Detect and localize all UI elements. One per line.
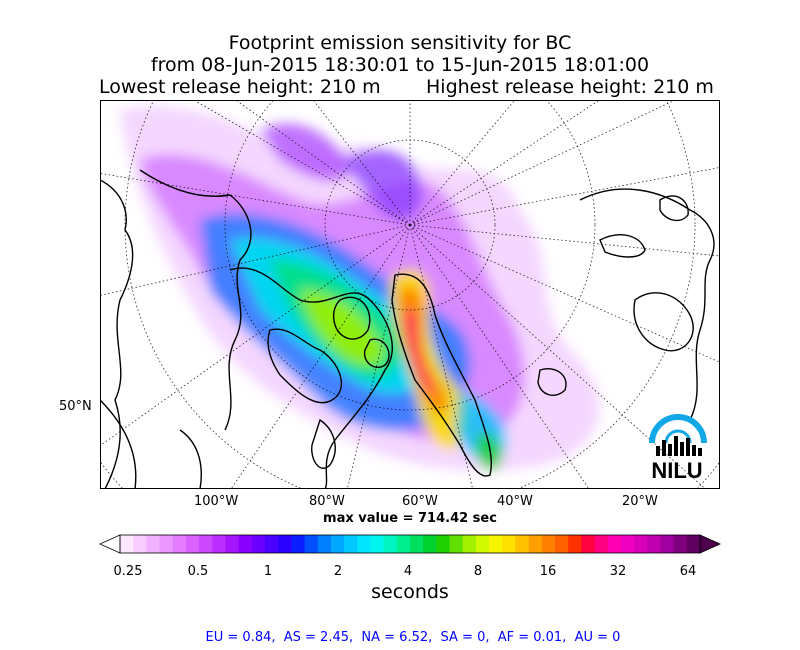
colorbar-cell bbox=[357, 535, 371, 553]
colorbar-cell bbox=[120, 535, 134, 553]
colorbar-tick-label: 0.5 bbox=[187, 564, 209, 579]
colorbar-tick-label: 0.25 bbox=[113, 564, 143, 579]
colorbar-frame bbox=[119, 534, 701, 554]
lat-label-50n: 50°N bbox=[59, 399, 92, 414]
colorbar-cell bbox=[238, 535, 253, 553]
coastlines bbox=[100, 169, 715, 489]
colorbar-cell bbox=[489, 535, 503, 553]
nilu-logo-text: NILU bbox=[651, 458, 702, 483]
colorbar-cell bbox=[634, 535, 648, 553]
colorbar-cell bbox=[541, 535, 556, 553]
colorbar-cell bbox=[159, 535, 174, 553]
colorbar-cell bbox=[673, 535, 688, 553]
max-value-label: max value = 714.42 sec bbox=[323, 511, 497, 526]
colorbar-cell bbox=[172, 535, 187, 553]
colorbar-cell bbox=[647, 535, 661, 553]
colorbar-cell bbox=[436, 535, 450, 553]
colorbar-cell bbox=[370, 535, 385, 553]
colorbar-cell bbox=[475, 535, 490, 553]
colorbar-cell bbox=[225, 535, 240, 553]
colorbar-cell bbox=[410, 535, 424, 553]
lon-label-20w: 20°W bbox=[622, 494, 658, 509]
colorbar-tick-label: 64 bbox=[679, 564, 697, 579]
colorbar-cell bbox=[660, 535, 675, 553]
colorbar-cell bbox=[396, 535, 411, 553]
colorbar-over-arrow bbox=[699, 534, 721, 554]
colorbar-cell bbox=[251, 535, 266, 553]
lon-label-80w: 80°W bbox=[309, 494, 345, 509]
colorbar-cell bbox=[304, 535, 319, 553]
colorbar-tick-label: 1 bbox=[263, 564, 273, 579]
colorbar-tick-label: 2 bbox=[333, 564, 343, 579]
colorbar-cell bbox=[423, 535, 437, 553]
colorbar-cell bbox=[555, 535, 569, 553]
colorbar-cell bbox=[344, 535, 358, 553]
colorbar-cell bbox=[185, 535, 200, 553]
colorbar-cell bbox=[620, 535, 635, 553]
highest-release-height: Highest release height: 210 m bbox=[426, 76, 714, 98]
title-line-2: from 08-Jun-2015 18:30:01 to 15-Jun-2015… bbox=[150, 54, 650, 76]
colorbar-cell bbox=[594, 535, 609, 553]
colorbar-cell bbox=[265, 535, 279, 553]
colorbar-cell bbox=[528, 535, 543, 553]
colorbar-cell bbox=[462, 535, 477, 553]
colorbar-tick-label: 32 bbox=[609, 564, 627, 579]
colorbar-cell bbox=[133, 535, 147, 553]
colorbar-cell bbox=[515, 535, 530, 553]
colorbar-cell bbox=[383, 535, 398, 553]
colorbar-units: seconds bbox=[371, 581, 449, 603]
footprint-map: NILU bbox=[100, 100, 720, 489]
title-line-1: Footprint emission sensitivity for BC bbox=[228, 32, 572, 54]
colorbar-cell bbox=[212, 535, 226, 553]
colorbar-cell bbox=[568, 535, 582, 553]
colorbar-cell bbox=[686, 535, 701, 553]
colorbar-cell bbox=[502, 535, 516, 553]
colorbar-cell bbox=[291, 535, 305, 553]
colorbar-cell bbox=[449, 535, 464, 553]
graticule bbox=[100, 100, 720, 489]
lon-label-60w: 60°W bbox=[402, 494, 438, 509]
colorbar-cell bbox=[317, 535, 332, 553]
colorbar-tick-label: 16 bbox=[539, 564, 557, 579]
colorbar bbox=[99, 534, 721, 554]
colorbar-cell bbox=[581, 535, 595, 553]
colorbar-tick-label: 4 bbox=[403, 564, 413, 579]
lon-label-40w: 40°W bbox=[497, 494, 533, 509]
colorbar-tick-label: 8 bbox=[473, 564, 483, 579]
colorbar-cell bbox=[278, 535, 292, 553]
colorbar-cell bbox=[199, 535, 213, 553]
nilu-logo: NILU bbox=[649, 414, 707, 483]
lon-label-100w: 100°W bbox=[194, 494, 239, 509]
source-region-fractions: EU = 0.84, AS = 2.45, NA = 6.52, SA = 0,… bbox=[205, 630, 621, 645]
colorbar-cell bbox=[330, 535, 345, 553]
colorbar-cell bbox=[607, 535, 622, 553]
lowest-release-height: Lowest release height: 210 m bbox=[99, 76, 381, 98]
colorbar-under-arrow bbox=[99, 534, 121, 554]
colorbar-cell bbox=[146, 535, 160, 553]
